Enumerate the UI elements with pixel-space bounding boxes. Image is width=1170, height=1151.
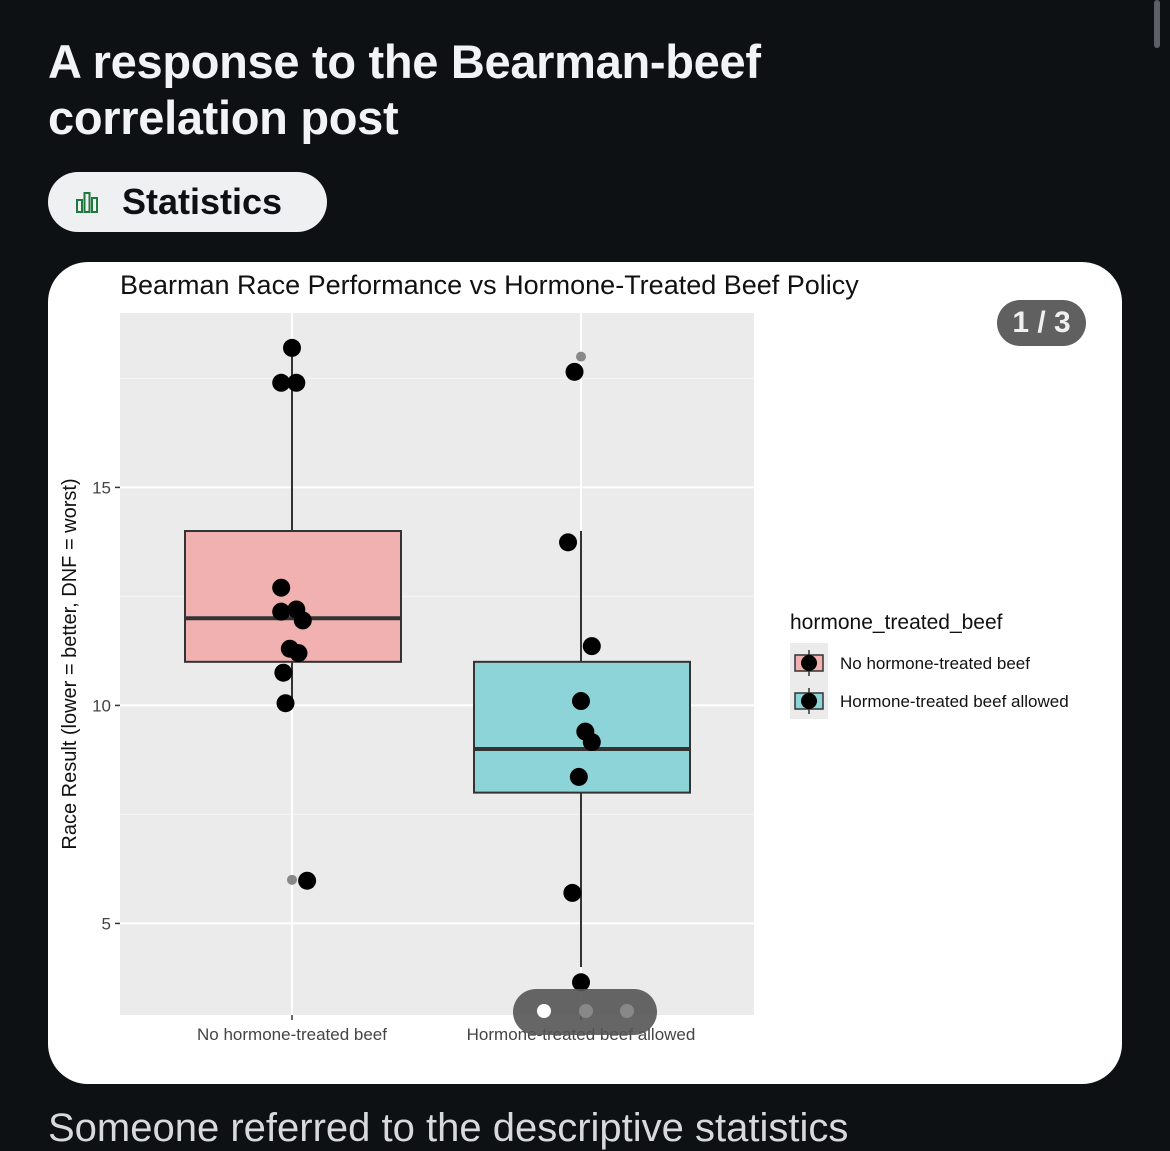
carousel-dot[interactable] bbox=[620, 1004, 634, 1018]
post-body-text: Someone referred to the descriptive stat… bbox=[48, 1106, 849, 1150]
y-tick-label: 15 bbox=[92, 478, 111, 497]
data-point bbox=[582, 637, 601, 656]
data-point bbox=[272, 373, 291, 392]
legend-key-point bbox=[801, 655, 817, 671]
outlier-point bbox=[576, 351, 586, 362]
page-scrollbar[interactable] bbox=[1154, 0, 1160, 48]
chart-title: Bearman Race Performance vs Hormone-Trea… bbox=[120, 270, 859, 300]
tag-chip-label: Statistics bbox=[122, 181, 283, 222]
data-point bbox=[289, 644, 308, 663]
data-point bbox=[572, 692, 590, 711]
data-point bbox=[272, 578, 291, 597]
data-point bbox=[559, 533, 578, 552]
data-point bbox=[563, 883, 582, 902]
carousel-dot[interactable] bbox=[537, 1004, 551, 1018]
data-point bbox=[565, 362, 584, 381]
data-point bbox=[287, 373, 306, 392]
y-axis-label: Race Result (lower = better, DNF = worst… bbox=[59, 478, 81, 849]
x-tick-label: No hormone-treated beef bbox=[197, 1025, 387, 1044]
data-point bbox=[274, 663, 293, 682]
data-point bbox=[572, 973, 590, 992]
y-tick-label: 10 bbox=[92, 696, 111, 715]
legend-key-point bbox=[801, 693, 817, 709]
data-point bbox=[293, 611, 312, 630]
data-point bbox=[276, 694, 295, 713]
legend-entry-label: Hormone-treated beef allowed bbox=[840, 692, 1069, 711]
data-point bbox=[298, 871, 317, 890]
data-point bbox=[283, 338, 301, 357]
outlier-point bbox=[287, 874, 297, 885]
carousel-dot[interactable] bbox=[579, 1004, 593, 1018]
bar-chart-icon bbox=[76, 192, 98, 213]
legend-title: hormone_treated_beef bbox=[790, 611, 1003, 634]
data-point bbox=[569, 767, 588, 786]
data-point bbox=[582, 733, 601, 752]
carousel-counter: 1 / 3 bbox=[997, 300, 1086, 346]
data-point bbox=[272, 602, 291, 621]
legend-entry-label: No hormone-treated beef bbox=[840, 654, 1030, 673]
box bbox=[184, 530, 402, 663]
y-tick-label: 5 bbox=[102, 914, 111, 933]
post-title: A response to the Bearman-beef correlati… bbox=[48, 35, 761, 144]
tag-chip-statistics[interactable]: Statistics bbox=[48, 172, 327, 232]
